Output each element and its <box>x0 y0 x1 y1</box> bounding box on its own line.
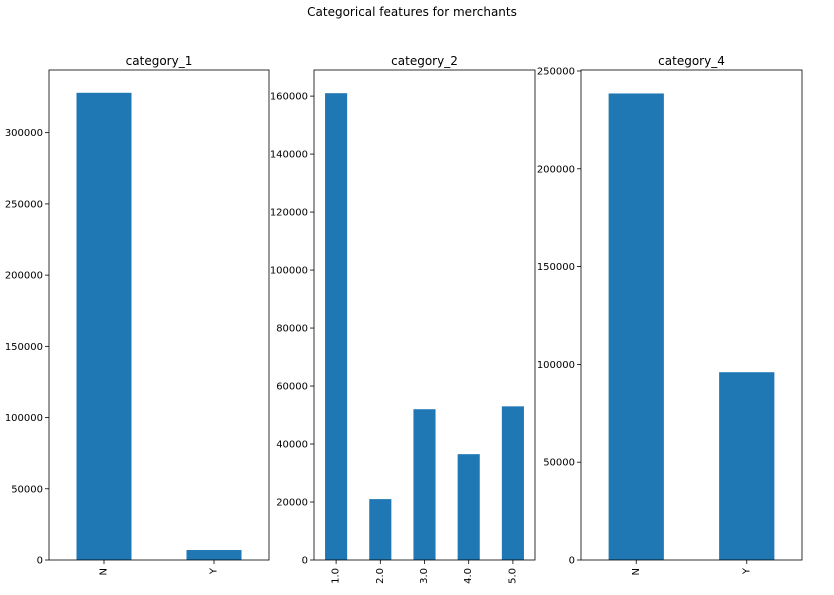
bar-2.0 <box>369 499 392 560</box>
subplots: category_1N Y0500001000001500002000002500… <box>5 54 803 584</box>
y-tick-label: 150000 <box>5 342 43 353</box>
axes-frame <box>580 69 803 561</box>
y-tick-label: 200000 <box>5 271 43 282</box>
y-tick-label: 100000 <box>270 266 308 277</box>
bar-N <box>76 92 132 560</box>
subplot-2: category_2 1.0 2.0 3.0 4.0 5.0 0 20000 40000 6000… <box>270 54 536 584</box>
x-tick-label: 5.0 <box>507 568 518 584</box>
bar-Y <box>186 550 242 560</box>
bar-N <box>608 93 664 560</box>
x-tick-label: N <box>99 568 110 575</box>
bar-5.0 <box>501 406 524 560</box>
y-tick-label: 140000 <box>270 150 308 161</box>
y-tick-label: 40000 <box>276 440 308 451</box>
y-tick-label: 150000 <box>537 262 575 273</box>
y-tick-label: 80000 <box>276 324 308 335</box>
x-tick-label: 2.0 <box>375 568 386 584</box>
axes-frame <box>313 69 536 561</box>
y-tick-label: 250000 <box>537 66 575 77</box>
subplot-title: category_4 <box>658 54 725 68</box>
y-tick-label: 100000 <box>5 413 43 424</box>
x-tick-label: 4.0 <box>463 568 474 584</box>
x-tick-label: Y <box>209 567 220 575</box>
y-tick-label: 300000 <box>5 128 43 139</box>
y-tick-label: 0 <box>302 556 308 567</box>
x-tick-label: 3.0 <box>419 568 430 584</box>
y-tick-label: 200000 <box>537 164 575 175</box>
y-tick-label: 50000 <box>543 458 575 469</box>
bar-3.0 <box>413 409 436 560</box>
y-tick-label: 100000 <box>537 360 575 371</box>
y-tick-label: 250000 <box>5 199 43 210</box>
x-tick-label: Y <box>741 567 752 575</box>
x-tick-label: 1.0 <box>331 568 342 584</box>
y-tick-label: 160000 <box>270 92 308 103</box>
figure-title: Categorical features for merchants <box>307 5 517 19</box>
axes-frame <box>48 69 270 561</box>
bar-1.0 <box>325 93 348 561</box>
bar-4.0 <box>457 454 480 560</box>
subplot-title: category_1 <box>126 54 193 68</box>
subplot-title: category_2 <box>391 54 458 68</box>
y-tick-label: 0 <box>37 556 43 567</box>
subplot-3: category_4 N Y 0 50000 100000 150000 200000 2500… <box>537 54 803 575</box>
y-tick-label: 20000 <box>276 498 308 509</box>
y-tick-label: 50000 <box>11 484 43 495</box>
x-tick-label: N <box>631 568 642 575</box>
y-tick-label: 120000 <box>270 208 308 219</box>
y-tick-label: 60000 <box>276 382 308 393</box>
y-tick-label: 0 <box>569 556 575 567</box>
bar-Y <box>719 372 775 560</box>
subplot-1: category_1 N Y 0 50000 100000 150000 200000 2500… <box>5 54 270 575</box>
